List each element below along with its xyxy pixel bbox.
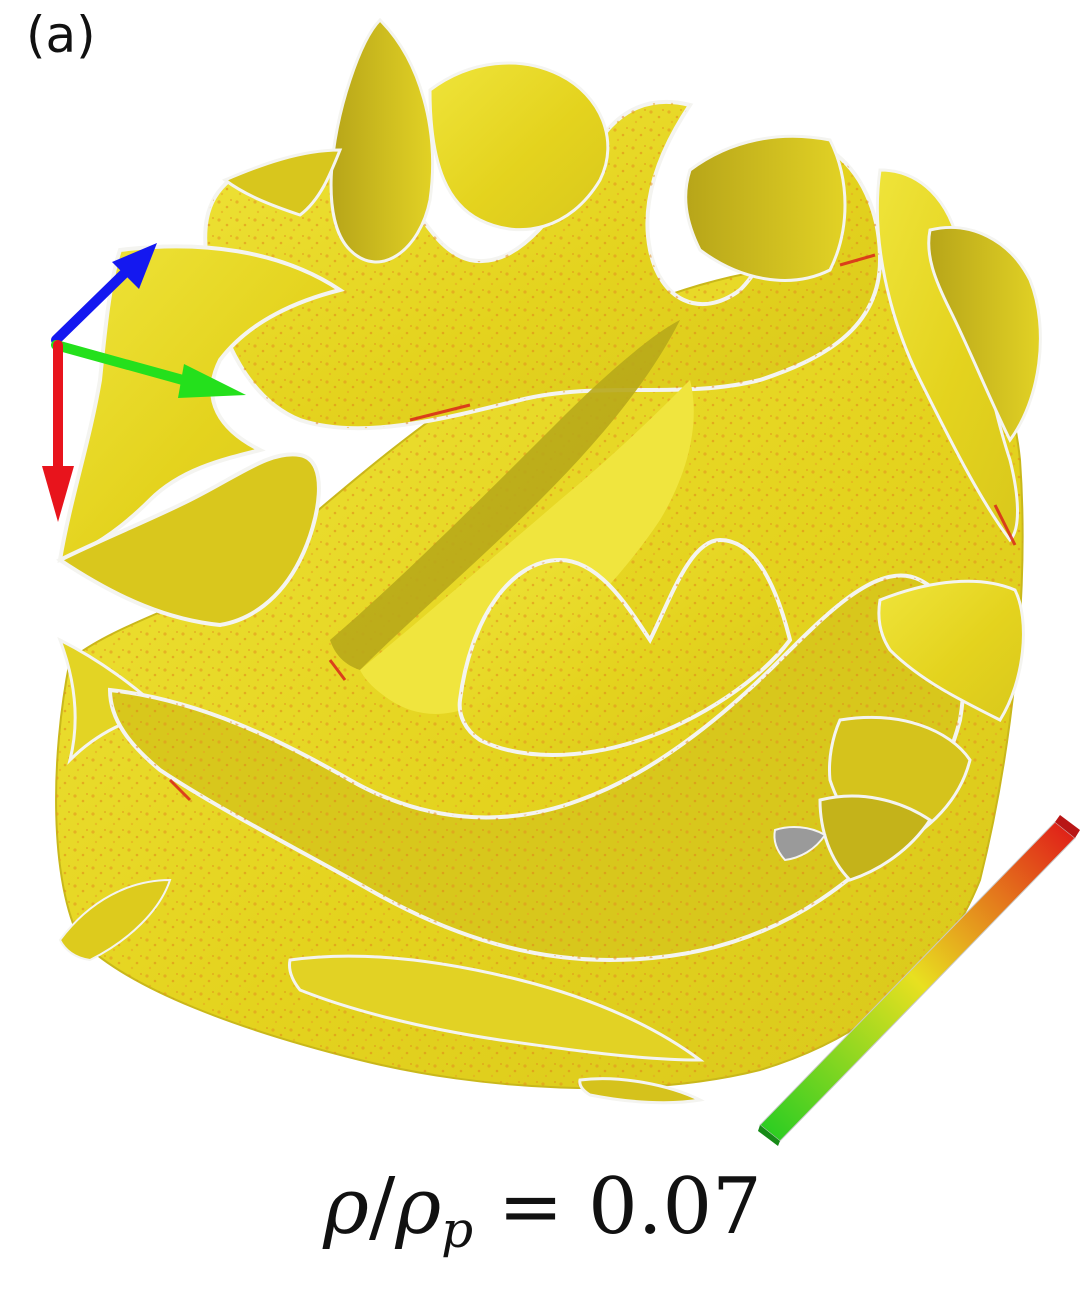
isosurface-right-layers [773, 715, 972, 882]
density-ratio-caption: ρ/ρp = 0.07 [0, 1168, 1085, 1255]
caption-equals: = [473, 1162, 589, 1252]
caption-subscript: p [441, 1201, 474, 1259]
color-scale-bar-icon [758, 815, 1080, 1146]
caption-rho-p: ρ [395, 1162, 442, 1252]
isosurface-upper-sheets [203, 17, 1042, 543]
xyz-axes-triad-icon [42, 243, 246, 522]
isosurface-central-ridge [330, 320, 793, 757]
caption-slash: / [369, 1162, 396, 1252]
caption-value: 0.07 [588, 1162, 762, 1252]
panel-label: (a) [26, 6, 96, 64]
isosurface-lower-sheets [58, 573, 1025, 1105]
isosurface-red-accents [168, 253, 1017, 802]
caption-rho: ρ [323, 1162, 370, 1252]
